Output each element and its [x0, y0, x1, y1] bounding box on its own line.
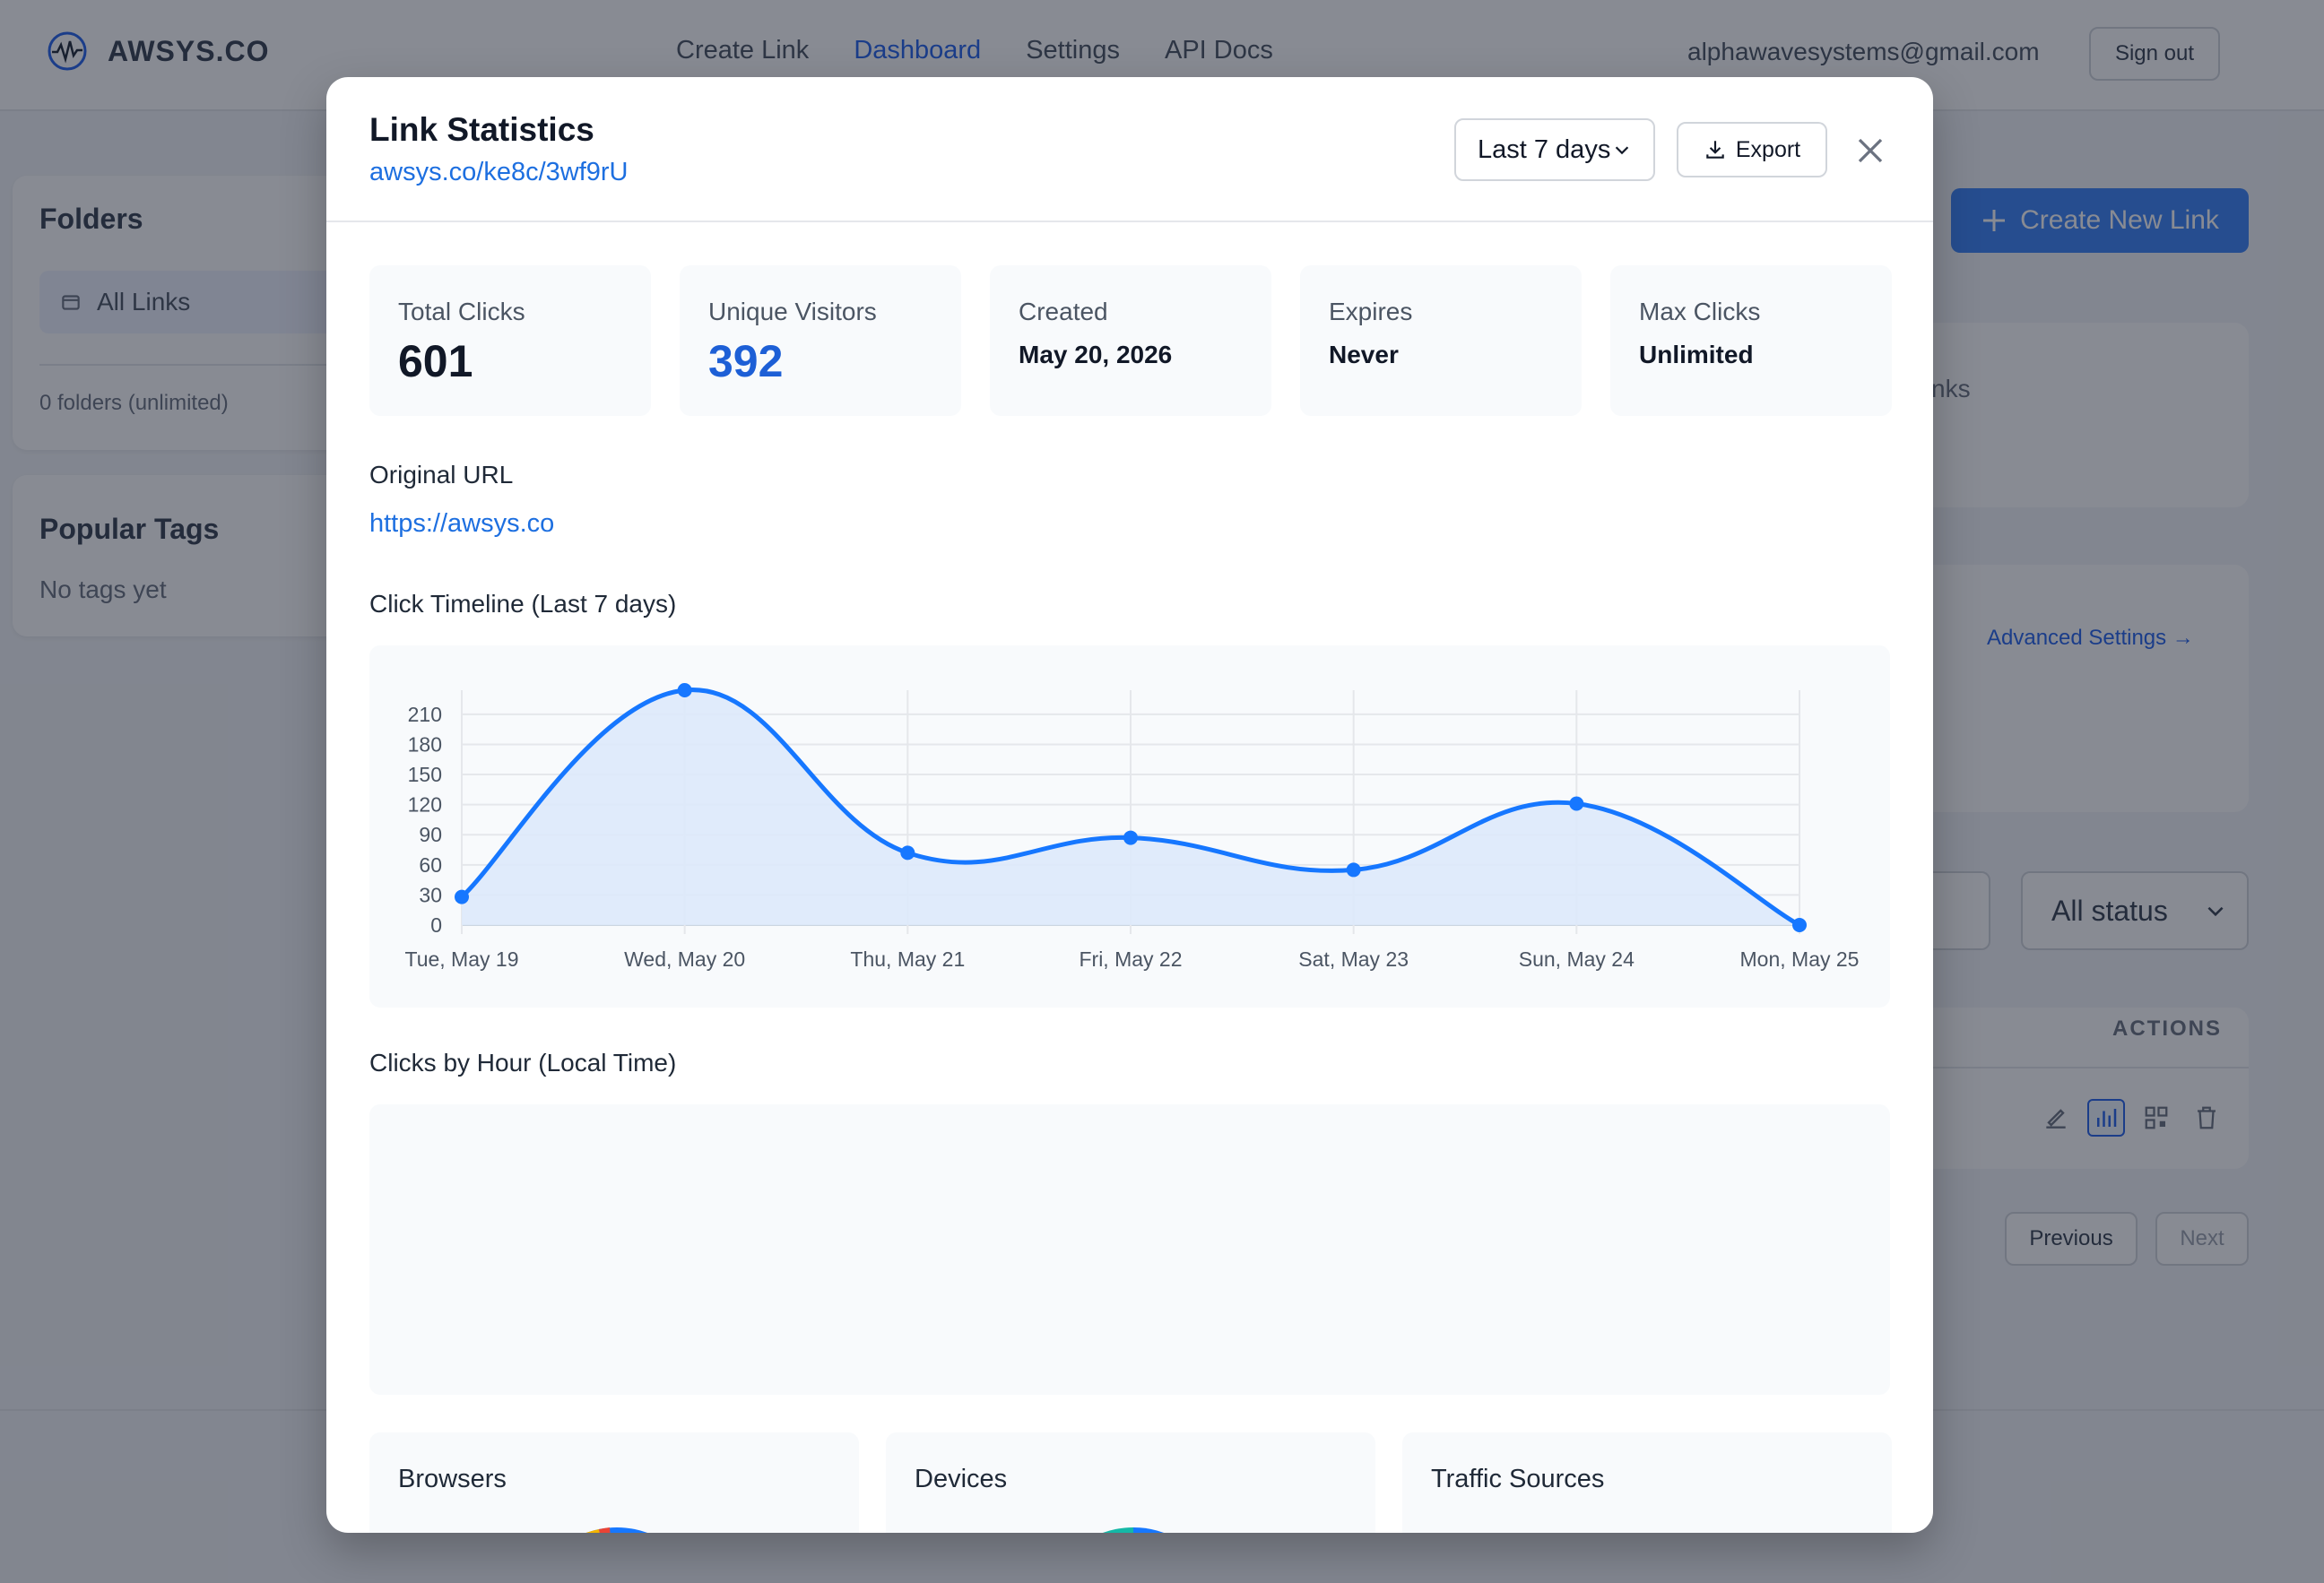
stat-value: 392	[708, 336, 784, 386]
y-tick-label: 60	[419, 853, 442, 877]
download-icon	[1706, 141, 1724, 159]
browsers-title: Browsers	[398, 1465, 507, 1493]
x-tick-label: Tue, May 19	[405, 947, 519, 971]
traffic-sources-title: Traffic Sources	[1431, 1465, 1605, 1493]
y-tick-label: 210	[408, 703, 442, 726]
y-tick-label: 90	[419, 823, 442, 846]
stat-label: Unique Visitors	[708, 298, 877, 325]
y-tick-label: 30	[419, 883, 442, 906]
date-range-value: Last 7 days	[1478, 134, 1611, 164]
y-tick-label: 120	[408, 793, 442, 817]
original-url-label: Original URL	[369, 461, 514, 489]
timeline-point	[455, 889, 469, 904]
devices-title: Devices	[915, 1465, 1008, 1493]
stat-max-clicks: Max Clicks Unlimited	[1610, 265, 1892, 416]
timeline-point	[1123, 830, 1138, 845]
short-url-link[interactable]: awsys.co/ke8c/3wf9rU	[369, 158, 629, 186]
timeline-point	[1792, 918, 1807, 932]
traffic-sources-card: Traffic Sources	[1402, 1432, 1892, 1533]
hour-chart-title: Clicks by Hour (Local Time)	[369, 1049, 677, 1077]
export-label: Export	[1735, 136, 1801, 162]
date-range-select[interactable]: Last 7 days	[1454, 118, 1655, 181]
original-url-link[interactable]: https://awsys.co	[369, 509, 555, 538]
timeline-point	[1346, 862, 1361, 878]
x-tick-label: Sun, May 24	[1519, 947, 1635, 971]
stat-value: Unlimited	[1639, 341, 1754, 368]
modal-header: Link Statistics awsys.co/ke8c/3wf9rU Las…	[326, 77, 1933, 222]
click-timeline-chart: 0 30 60 90 120 150 180 210 Tue, May 19 Wed, May 2…	[369, 645, 1890, 1008]
timeline-point	[1569, 796, 1584, 811]
stat-value: Never	[1329, 341, 1399, 368]
close-icon[interactable]	[1851, 131, 1890, 170]
link-statistics-modal: Link Statistics awsys.co/ke8c/3wf9rU Las…	[326, 77, 1933, 1533]
timeline-title: Click Timeline (Last 7 days)	[369, 590, 677, 618]
modal-title: Link Statistics	[369, 111, 594, 148]
stat-label: Expires	[1329, 298, 1413, 325]
timeline-point	[900, 845, 915, 861]
devices-pie	[1103, 1527, 1164, 1533]
browsers-card: Browsers	[369, 1432, 859, 1533]
stat-value: 601	[398, 336, 473, 386]
x-tick-label: Wed, May 20	[624, 947, 745, 971]
x-tick-label: Sat, May 23	[1298, 947, 1409, 971]
x-tick-label: Mon, May 25	[1740, 947, 1860, 971]
chevron-down-icon	[1616, 146, 1629, 155]
stat-unique-visitors: Unique Visitors 392	[680, 265, 961, 416]
timeline-point	[677, 683, 692, 697]
stat-label: Created	[1019, 298, 1108, 325]
stat-expires: Expires Never	[1300, 265, 1582, 416]
devices-card: Devices	[886, 1432, 1375, 1533]
stat-label: Total Clicks	[398, 298, 525, 325]
timeline-chart-svg: 0 30 60 90 120 150 180 210 Tue, May 19 Wed, May 2…	[405, 683, 1860, 971]
x-tick-label: Thu, May 21	[850, 947, 965, 971]
stat-total-clicks: Total Clicks 601	[369, 265, 651, 416]
timeline-area	[462, 689, 1799, 925]
browsers-pie	[585, 1527, 647, 1533]
y-tick-label: 180	[408, 732, 442, 756]
stat-label: Max Clicks	[1639, 298, 1761, 325]
y-tick-label: 0	[430, 913, 442, 937]
x-tick-label: Fri, May 22	[1079, 947, 1182, 971]
stat-value: May 20, 2026	[1019, 341, 1173, 368]
y-tick-label: 150	[408, 763, 442, 786]
stat-created: Created May 20, 2026	[990, 265, 1271, 416]
clicks-by-hour-chart	[369, 1104, 1890, 1395]
export-button[interactable]: Export	[1677, 122, 1827, 177]
